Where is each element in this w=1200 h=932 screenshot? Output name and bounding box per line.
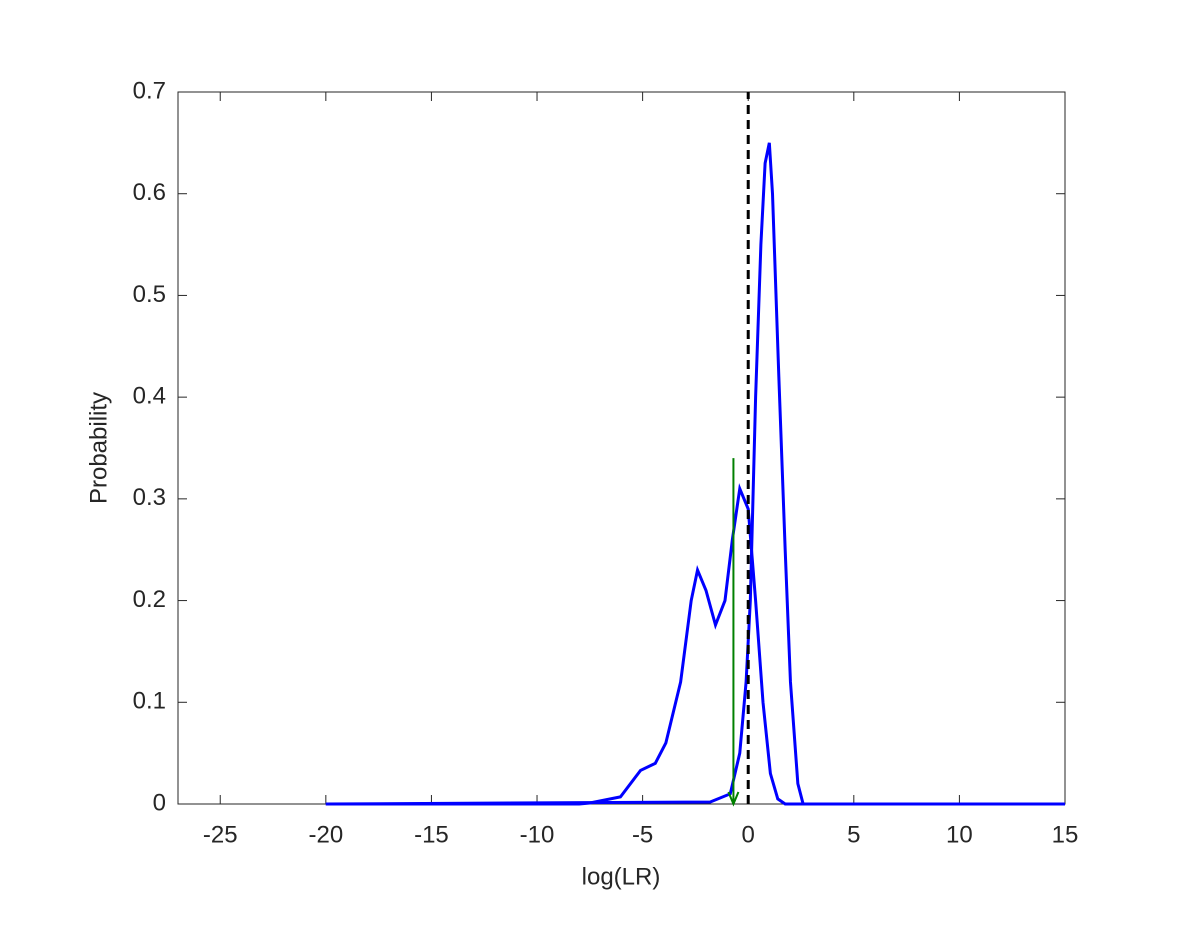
x-tick-label: 15 [1052, 821, 1079, 848]
arrow-head [727, 791, 740, 807]
plot-area [177, 91, 1066, 805]
y-tick-label: 0 [153, 789, 166, 816]
y-tick-label: 0.3 [133, 484, 166, 511]
x-tick-label: 0 [742, 821, 755, 848]
y-tick-label: 0.7 [133, 77, 166, 104]
x-tick-label: -10 [520, 821, 555, 848]
x-tick-label: -15 [414, 821, 449, 848]
x-axis-label: log(LR) [582, 863, 661, 890]
x-tick-label: 5 [847, 821, 860, 848]
y-tick-label: 0.1 [133, 688, 166, 715]
x-tick-label: -25 [203, 821, 238, 848]
series-line [325, 142, 1065, 806]
series-line [325, 483, 1065, 806]
x-tick-label: -20 [308, 821, 343, 848]
y-tick-label: 0.2 [133, 586, 166, 613]
y-tick-label: 0.6 [133, 179, 166, 206]
y-tick-label: 0.4 [133, 382, 166, 409]
x-tick-label: -5 [632, 821, 653, 848]
y-tick-label: 0.5 [133, 281, 166, 308]
y-axis-label: Probability [85, 392, 112, 504]
x-tick-label: 10 [946, 821, 973, 848]
